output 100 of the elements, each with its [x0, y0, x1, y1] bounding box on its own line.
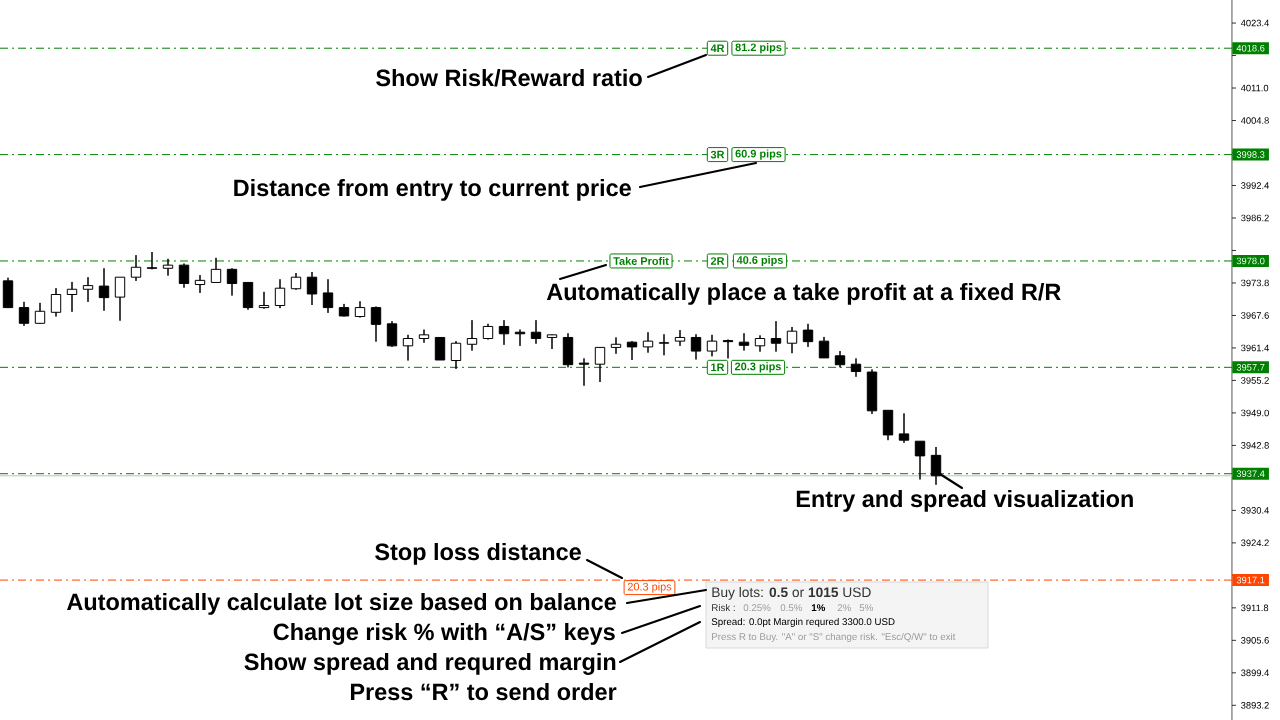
candlestick [178, 263, 190, 289]
candlestick [210, 257, 222, 283]
candlestick [2, 277, 14, 309]
candlestick [226, 267, 238, 297]
candlestick [738, 332, 750, 352]
candlestick [98, 267, 110, 312]
annotation: Spread: 0.0pt Margin requred 3300.0 USD [711, 617, 895, 627]
candlestick [130, 254, 142, 282]
candlestick [610, 336, 622, 355]
annotation: Distance from entry to current price [234, 178, 631, 201]
annotation: 2% [837, 604, 851, 612]
candlestick [306, 271, 318, 306]
candlestick [562, 332, 574, 368]
annotation: 40.6 pips [736, 255, 783, 267]
candlestick [658, 333, 670, 356]
candlestick [786, 326, 798, 354]
candlestick [530, 319, 542, 345]
y-tick-label: 4023.4 [1240, 19, 1269, 27]
y-tick-label: 3942.8 [1241, 442, 1269, 449]
y-tick-label: 3911.8 [1241, 604, 1269, 612]
candlestick [754, 334, 766, 353]
y-tick-label: 3930.4 [1241, 507, 1269, 514]
candlestick [770, 320, 782, 353]
candlestick [674, 329, 686, 347]
ref-line-label: 3917.1 [1236, 576, 1265, 584]
candlestick [882, 409, 894, 441]
candlestick [322, 278, 334, 314]
annotation: 0.5% [780, 604, 803, 612]
ref-line-label: 3957.7 [1236, 364, 1265, 371]
annotation: Automatically place a take profit at a fixed R/R [546, 282, 1061, 305]
candlestick [194, 274, 206, 294]
y-tick-label: 3905.6 [1241, 637, 1269, 644]
annotation: 20.3 pips [627, 582, 672, 593]
y-tick-label: 3973.8 [1241, 279, 1269, 287]
candlestick [626, 340, 638, 361]
candlestick [690, 333, 702, 360]
candlestick [274, 278, 286, 309]
candlestick [354, 300, 366, 319]
candlestick [642, 331, 654, 354]
ref-line-label: 3978.0 [1236, 257, 1265, 265]
candlestick [242, 281, 254, 311]
annotation: 4R [710, 44, 725, 52]
candlestick [722, 339, 734, 359]
annotation: 1% [811, 604, 826, 612]
annotation: 60.9 pips [735, 149, 782, 160]
candlestick [402, 334, 414, 362]
ref-line-label: 3937.4 [1236, 470, 1265, 477]
candlestick [66, 281, 78, 313]
candlestick [706, 334, 718, 357]
annotation: Entry and spread visualization [796, 489, 1133, 512]
y-tick-label: 3949.0 [1241, 409, 1269, 417]
y-tick-label: 3893.2 [1241, 702, 1269, 709]
annotation: 5% [859, 604, 873, 612]
y-tick-label: 4011.0 [1240, 84, 1269, 92]
y-tick-label: 3924.2 [1241, 539, 1269, 547]
candlestick [546, 333, 558, 350]
y-tick-label: 3967.6 [1241, 312, 1269, 319]
candlestick [50, 287, 62, 317]
annotation: Stop loss distance [375, 542, 581, 565]
annotation: 3R [710, 150, 725, 159]
candlestick [82, 276, 94, 303]
candlestick [578, 357, 590, 387]
y-tick-label: 3961.4 [1241, 344, 1269, 352]
candlestick [866, 368, 878, 415]
candlestick [338, 303, 350, 317]
ref-line-label: 4018.6 [1236, 44, 1265, 52]
candlestick [18, 301, 30, 327]
candlestick [594, 346, 606, 383]
annotation: Press “R” to send order [350, 682, 617, 701]
y-tick-label: 3992.4 [1241, 182, 1269, 189]
candlestick [466, 319, 478, 352]
annotation: 20.3 pips [734, 362, 781, 373]
candlestick [386, 320, 398, 348]
candlestick [290, 272, 302, 291]
ref-line-label: 3998.3 [1236, 151, 1265, 158]
candlestick [146, 251, 158, 270]
candlestick [258, 291, 270, 310]
annotation: Risk : [712, 603, 735, 612]
candlestick [834, 350, 846, 368]
y-tick-label: 3986.2 [1241, 214, 1269, 222]
candlestick [370, 306, 382, 343]
candlestick [162, 258, 174, 277]
annotation: Show Risk/Reward ratio [376, 69, 642, 87]
annotation: Show spread and requred margin [244, 652, 616, 675]
candlestick [114, 276, 126, 322]
candlestick [418, 329, 430, 344]
annotation: Buy lots: 0.5 or 1015 USD [712, 587, 871, 600]
candlestick [514, 329, 526, 347]
annotation: Automatically calculate lot size based on balance [66, 592, 616, 615]
candlestick [850, 357, 862, 378]
y-tick-label: 4004.8 [1240, 117, 1269, 124]
candlestick [34, 302, 46, 325]
annotation: Press R to Buy. "A" or "S" change risk. "Esc/Q/W" to exit [712, 632, 956, 642]
candlestick [498, 319, 510, 346]
annotation: Take Profit [613, 256, 669, 265]
annotation: 81.2 pips [735, 43, 782, 54]
candlestick [482, 323, 494, 341]
candlestick [802, 323, 814, 348]
candlestick [898, 412, 910, 444]
annotation: Change risk % with “A/S” keys [273, 622, 615, 645]
